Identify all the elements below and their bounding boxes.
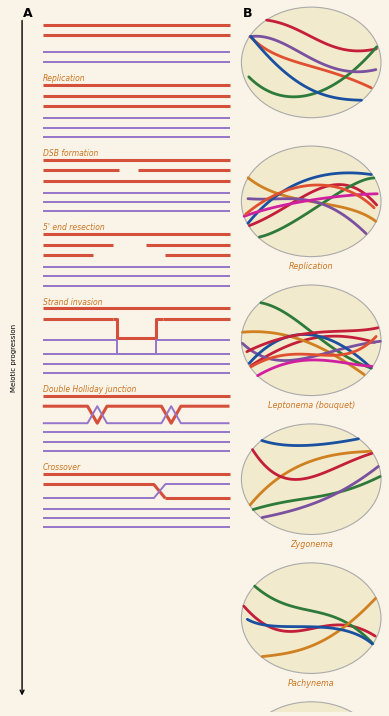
Text: 5' end resection: 5' end resection <box>43 223 105 232</box>
Text: DSB formation: DSB formation <box>43 149 98 158</box>
Text: Double Holliday junction: Double Holliday junction <box>43 385 136 394</box>
Text: Meiotic progression: Meiotic progression <box>11 324 17 392</box>
Ellipse shape <box>242 7 381 117</box>
Text: Replication: Replication <box>43 74 86 84</box>
Text: A: A <box>23 7 33 20</box>
Text: Zygonema: Zygonema <box>290 540 333 549</box>
Ellipse shape <box>242 424 381 535</box>
Ellipse shape <box>242 285 381 395</box>
Ellipse shape <box>242 702 381 716</box>
Text: Strand invasion: Strand invasion <box>43 298 102 306</box>
Text: Replication: Replication <box>289 262 333 271</box>
Text: Pachynema: Pachynema <box>288 679 335 688</box>
Text: Crossover: Crossover <box>43 463 81 472</box>
Text: Leptonema (bouquet): Leptonema (bouquet) <box>268 401 355 410</box>
Ellipse shape <box>242 146 381 256</box>
Ellipse shape <box>242 563 381 674</box>
Text: B: B <box>243 7 252 20</box>
